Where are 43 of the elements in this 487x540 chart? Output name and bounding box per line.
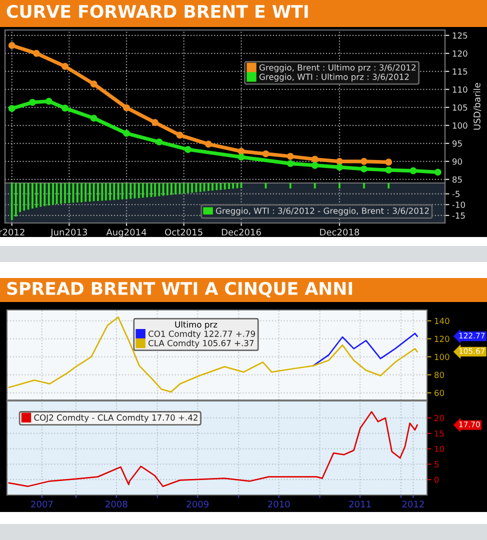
y-tick-label: 100 bbox=[452, 122, 468, 129]
legend-label: COJ2 Comdty - CLA Comdty 17.70 +.42 bbox=[34, 414, 198, 422]
y-tick-label: 10 bbox=[434, 446, 444, 452]
x-tick-label: 2008 bbox=[106, 500, 128, 508]
legend-label: Greggio, WTI : Ultimo prz : 3/6/2012 bbox=[259, 74, 409, 82]
y-tick-label: -15 bbox=[452, 212, 465, 219]
y-tick-label: 60 bbox=[434, 390, 444, 396]
x-tick-label: Dec2018 bbox=[320, 228, 360, 236]
legend-label: CO1 Comdty 122.77 +.79 bbox=[148, 330, 256, 339]
y-tick-label: 15 bbox=[434, 430, 444, 437]
y-tick-label: 90 bbox=[452, 158, 462, 165]
y-tick-label: 120 bbox=[452, 50, 468, 57]
x-tick-label: Dec2016 bbox=[222, 228, 261, 236]
y-tick-label: 5 bbox=[434, 461, 439, 468]
y-tick-label: 20 bbox=[434, 414, 444, 422]
x-tick-label: 2010 bbox=[268, 500, 290, 508]
legend-label: CLA Comdty 105.67 +.37 bbox=[148, 340, 254, 348]
y-tick-label: -5 bbox=[452, 190, 460, 198]
y-tick-label: 0 bbox=[434, 476, 439, 483]
y-axis-title: USD/barile bbox=[473, 83, 482, 130]
y-tick-label: 100 bbox=[434, 354, 450, 360]
y-tick-label: 140 bbox=[434, 318, 450, 324]
y-tick-label: 115 bbox=[452, 68, 468, 75]
legend-title: Ultimo prz bbox=[175, 321, 218, 330]
x-tick-label: Aug2014 bbox=[106, 228, 146, 238]
y-tick-label: 85 bbox=[452, 176, 462, 183]
y-tick-label: 105 bbox=[452, 104, 468, 111]
chart-title: SPREAD BRENT WTI A CINQUE ANNI bbox=[7, 282, 352, 298]
y-tick-label: -10 bbox=[452, 202, 465, 208]
x-tick-label: 2011 bbox=[349, 500, 371, 508]
legend-label: Greggio, WTI : 3/6/2012 - Greggio, Brent : 3/6/2012 bbox=[216, 207, 429, 216]
y-tick-label: 125 bbox=[452, 32, 468, 39]
x-tick-label: Oct2015 bbox=[165, 228, 202, 236]
y-tick-label: 110 bbox=[452, 86, 468, 93]
chart-title: CURVE FORWARD BRENT E WTI bbox=[6, 4, 308, 18]
x-tick-label: 2009 bbox=[186, 500, 208, 508]
y-tick-label: 80 bbox=[434, 372, 444, 378]
y-tick-label: 120 bbox=[434, 336, 450, 342]
legend-label: Greggio, Brent : Ultimo prz : 3/6/2012 bbox=[259, 64, 416, 72]
x-tick-label: 2012 bbox=[402, 500, 424, 508]
y-tick-label: 95 bbox=[452, 140, 462, 147]
x-tick-label: 2007 bbox=[31, 500, 53, 508]
x-tick-label: Jun2013 bbox=[50, 228, 87, 238]
